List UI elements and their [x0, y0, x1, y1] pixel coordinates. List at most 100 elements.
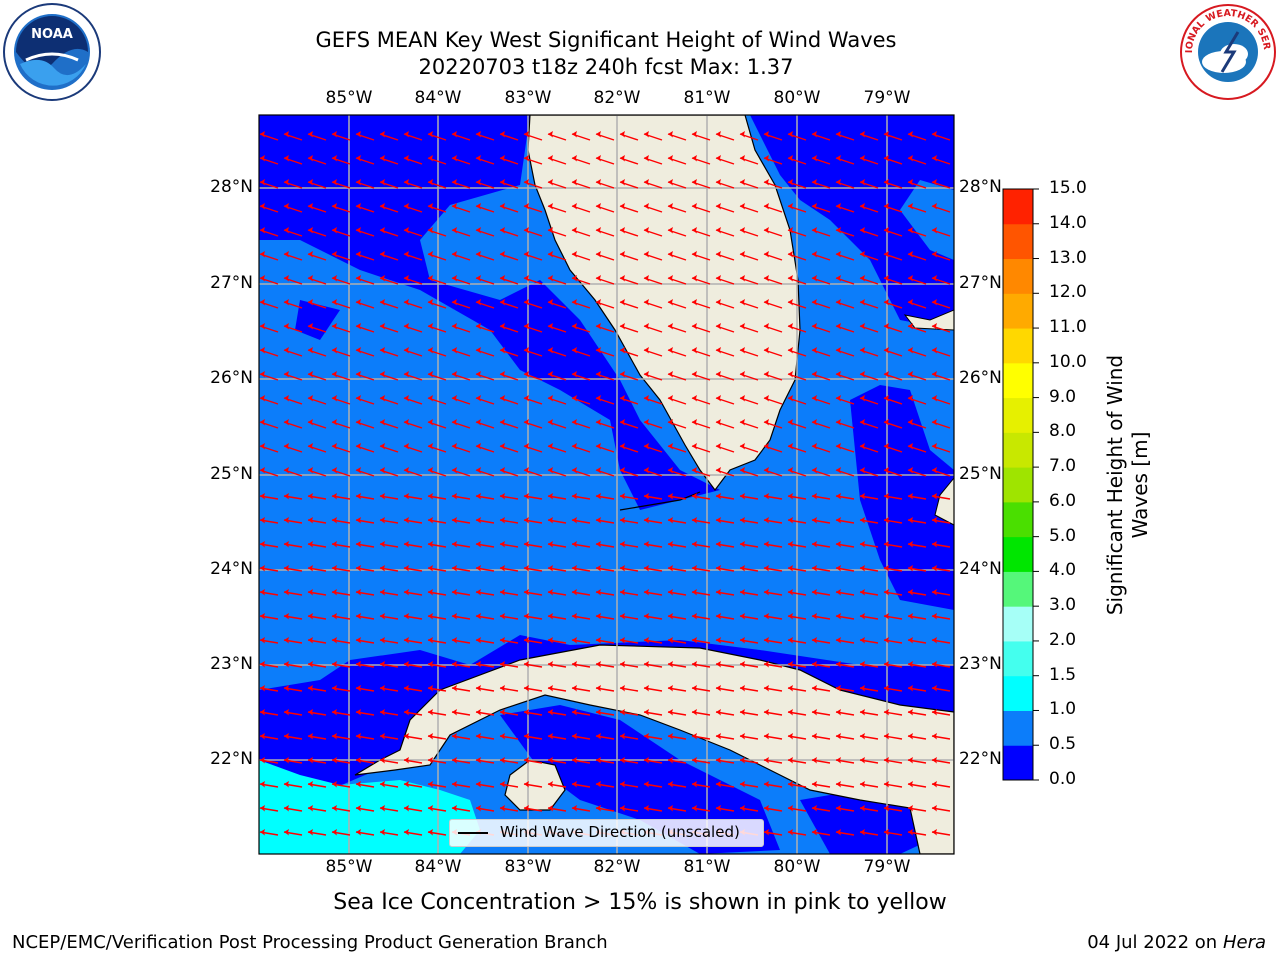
wind-arrow-head	[356, 733, 361, 740]
wind-arrow-head	[572, 685, 577, 692]
wind-arrow-head	[284, 589, 289, 596]
wind-arrow-head	[500, 179, 505, 186]
wind-arrow-head	[284, 179, 289, 186]
lat-tick-right: 28°N	[959, 177, 1002, 197]
wind-arrow-head	[884, 757, 889, 764]
wind-arrow-head	[356, 347, 361, 354]
wind-arrow-head	[836, 493, 841, 500]
wind-arrow-head	[308, 251, 313, 258]
wind-arrow-head	[572, 541, 577, 548]
wind-arrow-head	[740, 661, 745, 668]
wind-arrow-head	[572, 757, 577, 764]
lon-tick-top: 79°W	[863, 88, 911, 108]
wind-arrow-head	[572, 155, 577, 162]
wind-arrow-head	[284, 155, 289, 162]
wind-arrow-head	[812, 685, 817, 692]
wind-arrow-head	[908, 251, 913, 258]
wind-arrow-head	[620, 517, 625, 524]
wind-arrow-head	[356, 467, 361, 474]
wind-arrow-head	[356, 805, 361, 812]
cuba-land	[354, 644, 954, 854]
wind-arrow-head	[428, 709, 433, 716]
wind-arrow-head	[716, 661, 721, 668]
wind-arrow-head	[356, 371, 361, 378]
wind-arrow-head	[476, 275, 481, 282]
wind-arrow-head	[908, 685, 913, 692]
wind-arrow-head	[884, 517, 889, 524]
wind-arrow-head	[500, 541, 505, 548]
wind-arrow-head	[764, 323, 769, 330]
wind-arrow-head	[284, 781, 289, 788]
wind-arrow-head	[716, 395, 721, 402]
colorbar-segment	[1003, 536, 1033, 572]
wind-arrow-head	[668, 395, 673, 402]
wind-arrow-head	[404, 709, 409, 716]
wind-arrow-head	[884, 613, 889, 620]
wind-arrow-head	[308, 493, 313, 500]
lat-tick-right: 26°N	[959, 368, 1002, 388]
wind-arrow-head	[572, 395, 577, 402]
wind-arrow-head	[932, 251, 937, 258]
wind-arrow-head	[932, 155, 937, 162]
lon-tick-top: 84°W	[414, 88, 462, 108]
wind-arrow-head	[452, 419, 457, 426]
wind-arrow-head	[572, 467, 577, 474]
wind-arrow-head	[932, 203, 937, 210]
wind-arrow-head	[644, 203, 649, 210]
wind-arrow-head	[524, 155, 529, 162]
wind-arrow-head	[692, 613, 697, 620]
wind-arrow-head	[260, 541, 265, 548]
wind-arrow-head	[476, 155, 481, 162]
wind-arrow-head	[596, 589, 601, 596]
wind-arrow-head	[740, 613, 745, 620]
wind-arrow-head	[500, 493, 505, 500]
wind-arrow-head	[908, 661, 913, 668]
wind-arrow-head	[764, 371, 769, 378]
wind-arrow-head	[548, 661, 553, 668]
legend-label: Wind Wave Direction (unscaled)	[500, 823, 740, 841]
wind-arrow-head	[500, 371, 505, 378]
wind-arrow-head	[644, 661, 649, 668]
colorbar-segment	[1003, 710, 1033, 746]
lon-tick-bottom: 80°W	[773, 857, 821, 877]
wind-arrow-head	[428, 493, 433, 500]
wind-arrow-head	[404, 493, 409, 500]
wind-arrow-head	[692, 565, 697, 572]
wind-arrow-head	[740, 275, 745, 282]
wind-arrow-head	[548, 395, 553, 402]
wind-arrow-head	[644, 323, 649, 330]
wind-arrow-head	[332, 709, 337, 716]
wind-arrow-head	[692, 805, 697, 812]
wind-arrow-head	[788, 637, 793, 644]
wind-arrow-head	[572, 613, 577, 620]
wind-arrow-head	[788, 347, 793, 354]
wind-arrow-head	[452, 709, 457, 716]
wind-arrow-head	[668, 443, 673, 450]
wind-arrow-head	[644, 155, 649, 162]
wind-arrow-head	[788, 757, 793, 764]
wind-arrow-head	[668, 299, 673, 306]
wind-arrow-head	[788, 517, 793, 524]
colorbar-tick-label: 0.5	[1049, 734, 1077, 755]
wind-arrow-head	[836, 371, 841, 378]
wind-arrow-head	[572, 179, 577, 186]
wind-arrow-head	[668, 131, 673, 138]
wind-arrow-head	[284, 395, 289, 402]
wind-arrow-head	[548, 371, 553, 378]
wind-arrow-head	[332, 275, 337, 282]
wind-arrow-head	[884, 541, 889, 548]
wind-arrow-head	[452, 493, 457, 500]
wind-arrow-head	[788, 541, 793, 548]
wind-arrow-head	[524, 131, 529, 138]
wind-arrow-head	[476, 565, 481, 572]
wind-arrow-head	[740, 323, 745, 330]
wind-arrow-head	[500, 299, 505, 306]
wind-arrow-head	[932, 589, 937, 596]
wind-arrow-head	[764, 637, 769, 644]
wind-arrow-head	[620, 613, 625, 620]
lat-tick-left: 23°N	[210, 654, 253, 674]
wind-arrow-head	[860, 131, 865, 138]
wind-arrow-head	[764, 131, 769, 138]
wind-arrow-head	[668, 565, 673, 572]
wind-arrow-head	[548, 419, 553, 426]
